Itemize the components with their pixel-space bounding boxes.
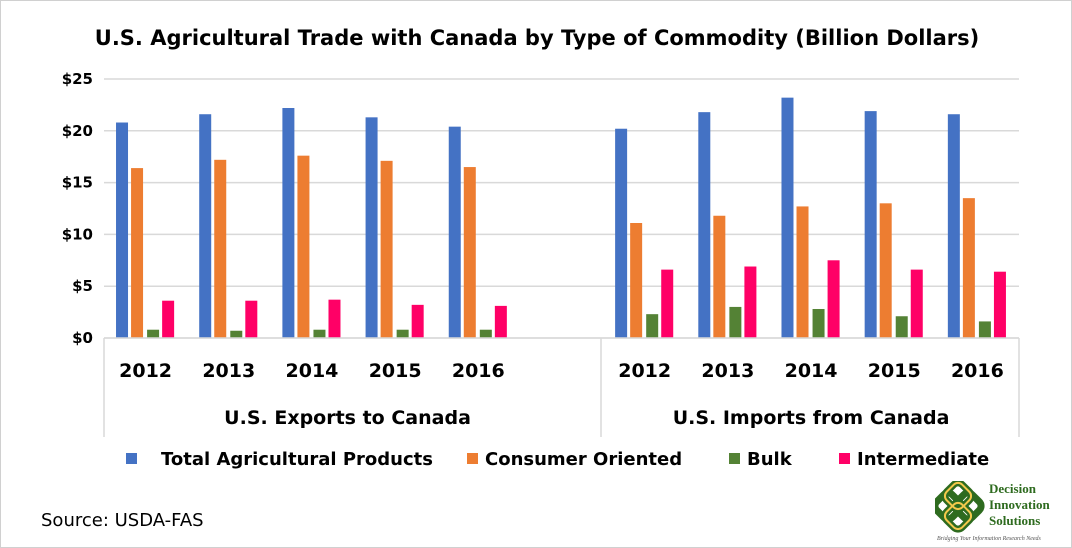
bar-total-agricultural-products — [365, 117, 378, 338]
bar-total-agricultural-products — [199, 114, 212, 338]
bar-consumer-oriented — [962, 198, 975, 338]
bar-intermediate — [993, 271, 1006, 338]
bar-consumer-oriented — [131, 168, 144, 338]
y-tick-label: $5 — [72, 277, 93, 295]
bar-bulk — [479, 329, 492, 338]
bar-total-agricultural-products — [116, 122, 129, 339]
logo-line: Innovation — [989, 497, 1050, 512]
y-tick-label: $15 — [62, 174, 93, 192]
bar-total-agricultural-products — [864, 111, 877, 338]
bar-consumer-oriented — [463, 167, 476, 338]
bar-consumer-oriented — [796, 206, 809, 338]
bar-total-agricultural-products — [448, 126, 461, 338]
bar-total-agricultural-products — [947, 114, 960, 338]
bar-intermediate — [661, 269, 674, 338]
bar-bulk — [230, 330, 243, 338]
x-tick-label: 2014 — [785, 360, 838, 382]
bar-consumer-oriented — [297, 155, 310, 338]
bar-bulk — [895, 316, 908, 338]
legend-swatch — [729, 453, 740, 464]
bar-bulk — [646, 314, 659, 338]
bar-total-agricultural-products — [781, 97, 794, 338]
legend: Total Agricultural Products Consumer Orie… — [126, 449, 989, 470]
x-tick-label: 2013 — [202, 360, 255, 382]
chart-title: U.S. Agricultural Trade with Canada by T… — [95, 26, 979, 50]
legend-label: Consumer Oriented — [485, 449, 682, 470]
bar-intermediate — [827, 260, 840, 338]
company-logo: Decision Innovation Solutions Bridging Y… — [931, 481, 1071, 547]
x-tick-label: 2013 — [701, 360, 754, 382]
legend-swatch — [839, 453, 850, 464]
bar-bulk — [978, 321, 991, 338]
legend-label: Total Agricultural Products — [161, 449, 433, 470]
x-tick-label: 2016 — [951, 360, 1004, 382]
bar-total-agricultural-products — [698, 112, 711, 338]
bar-intermediate — [245, 300, 258, 338]
x-tick-label: 2015 — [868, 360, 921, 382]
logo-name: Decision Innovation Solutions — [989, 481, 1050, 529]
bars — [116, 97, 1006, 339]
bar-intermediate — [494, 305, 507, 338]
bar-bulk — [396, 329, 409, 338]
bar-total-agricultural-products — [615, 128, 628, 338]
bar-intermediate — [162, 300, 175, 338]
bar-consumer-oriented — [879, 203, 892, 338]
legend-label: Bulk — [747, 449, 793, 470]
x-tick-label: 2014 — [286, 360, 339, 382]
x-tick-label: 2016 — [452, 360, 505, 382]
logo-line: Decision — [989, 481, 1036, 496]
bar-consumer-oriented — [214, 159, 227, 338]
knot-logo-icon — [935, 481, 985, 533]
x-axis: 2012 2013 2014 2015 2016 U.S. Exports to Cana… — [103, 337, 1020, 437]
bar-bulk — [812, 308, 825, 338]
y-tick-label: $20 — [62, 122, 93, 140]
logo-line: Solutions — [989, 513, 1041, 528]
x-tick-label: 2012 — [618, 360, 671, 382]
y-axis-ticks: $0 $5 $10 $15 $20 $25 — [62, 70, 93, 347]
y-tick-label: $0 — [72, 329, 93, 347]
source-note: Source: USDA-FAS — [41, 510, 204, 531]
bar-intermediate — [328, 299, 341, 338]
y-tick-label: $10 — [62, 225, 93, 243]
bar-consumer-oriented — [380, 160, 393, 338]
legend-swatch — [126, 453, 137, 464]
bar-intermediate — [411, 304, 424, 338]
legend-label: Intermediate — [857, 449, 989, 470]
y-tick-label: $25 — [62, 70, 93, 88]
group-label: U.S. Imports from Canada — [673, 407, 950, 429]
legend-swatch — [467, 453, 478, 464]
bar-total-agricultural-products — [282, 108, 295, 339]
bar-consumer-oriented — [713, 215, 726, 338]
bar-bulk — [729, 306, 742, 338]
x-tick-label: 2012 — [119, 360, 172, 382]
bar-intermediate — [744, 266, 757, 338]
x-tick-label: 2015 — [369, 360, 422, 382]
bar-intermediate — [910, 269, 923, 338]
bar-bulk — [147, 329, 160, 338]
logo-tagline: Bridging Your Information Research Needs — [937, 536, 1041, 542]
group-label: U.S. Exports to Canada — [224, 407, 471, 429]
bar-bulk — [313, 329, 326, 338]
bar-consumer-oriented — [630, 223, 643, 338]
